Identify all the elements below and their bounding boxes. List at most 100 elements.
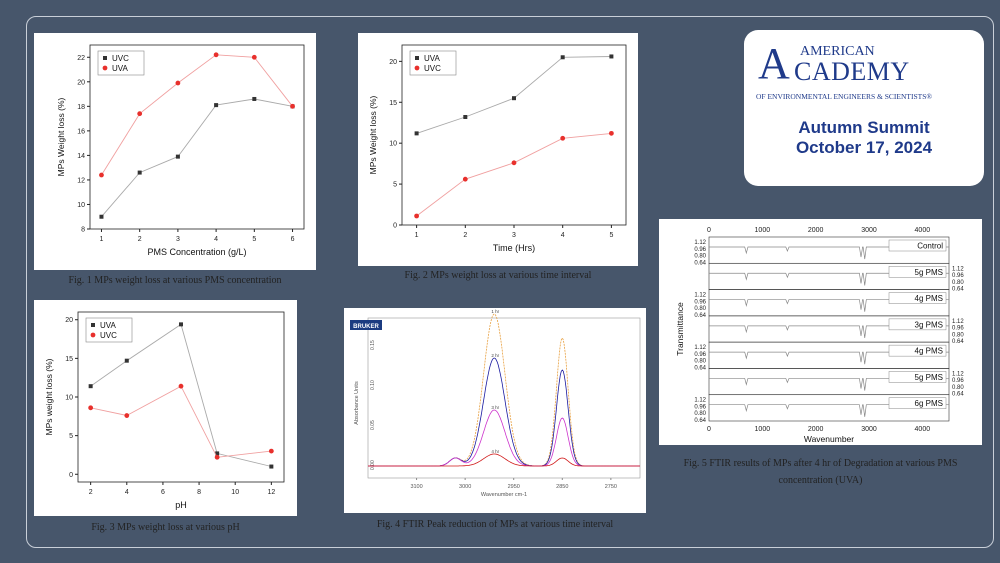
fig1-ytick-label: 20 [77,79,85,86]
fig5-legend-label: 3g PMS [915,320,943,329]
fig4-series-2 [368,409,640,467]
fig5-ytick-label: 1.12 [694,345,706,351]
fig5-ytick-label: 0.64 [952,392,964,398]
fig1-legend-box [97,50,145,76]
fig5-spectrum-4 [709,351,949,365]
slide-frame [26,16,994,548]
fig1-point-uva [213,52,219,58]
fig1-xtick-label: 4 [214,236,218,243]
fig2-chart: 1 2 3 4 5 0 5 10 15 20 Time (Hrs) MPs Weight loss (… [368,44,627,253]
fig4-peak-label: 4 hr [491,449,499,454]
fig3-point-uva [179,322,183,327]
fig5-legend-label: 4g PMS [915,347,943,356]
fig2-point-uva [512,96,516,101]
fig4-ytick-label: 0.15 [370,340,376,350]
fig5-subplot-frame [708,394,950,422]
fig2-ytick-label: 20 [389,59,397,66]
fig4-ytick-label: 0.00 [370,460,376,470]
fig2-point-uvc [462,176,468,182]
fig5-bottom-xtick-label: 2000 [808,426,824,433]
fig2-xtick-label: 3 [512,232,516,239]
fig3-point-uvc [88,405,94,411]
fig4-peak-label: 2 hr [491,353,499,358]
fig5-bottom-xtick-label: 3000 [861,426,877,433]
fig2-legend-box [409,50,457,76]
fig5-ytick-label: 1.12 [952,319,964,325]
fig4-xtick-label: 2850 [556,484,568,490]
fig5-ylabel: Transmittance [675,302,685,356]
fig1-series-line-uvc [101,98,293,217]
fig3-legend-marker [91,323,95,327]
fig4-chart: BRUKER 3100 3000 2950 2850 2750 0.00 0.05 0.10 0.… [350,309,641,498]
fig5-ytick-label: 1.12 [694,398,706,404]
fig1-caption: Fig. 1 MPs weight loss at various PMS co… [68,275,282,286]
fig5-ytick-label: 1.12 [952,371,964,377]
fig5-bottom-xtick-label: 1000 [755,426,771,433]
fig4-series-1 [368,357,640,467]
fig4-plot-frame [367,317,641,479]
fig1-point-uva [175,80,181,86]
fig1-xlabel: PMS Concentration (g/L) [147,247,246,257]
fig1-ylabel: MPs Weight loss (%) [56,97,66,176]
fig3-point-uvc [178,383,184,389]
fig2-legend-marker [414,65,420,71]
fig5-ytick-label: 0.96 [694,247,706,253]
logo-line-american: AMERICAN [800,44,875,59]
fig1-legend-marker [103,56,107,60]
fig5-bottom-xtick-label: 0 [707,426,711,433]
fig5-spectrum-1 [709,272,949,286]
fig2-legend-label: UVA [424,54,441,63]
fig5-ytick-label: 0.64 [952,339,964,345]
fig5-ytick-label: 0.80 [694,411,706,417]
fig1-legend-marker [102,65,108,71]
fig5-ytick-label: 0.96 [694,404,706,410]
fig5-ytick-label: 0.80 [694,254,706,260]
fig1-legend-label: UVA [112,64,129,73]
fig3-ytick-label: 0 [69,472,73,479]
bruker-logo-text: BRUKER [353,324,379,330]
fig5-legend-box [888,239,947,252]
fig3-series-line-uvc [90,385,272,458]
fig2-xtick-label: 4 [561,232,565,239]
fig3-point-uvc [268,448,274,454]
fig5-top-xtick-label: 4000 [915,227,931,234]
fig2-point-uva [609,54,614,59]
fig3-xlabel: pH [175,500,187,510]
fig3-ytick-label: 20 [65,317,73,324]
fig2-ytick-label: 15 [389,100,397,107]
fig5-chart: 0 0 1000 1000 2000 2000 3000 3000 4000 4000 Wavenu… [675,227,964,444]
bruker-logo-icon [350,320,382,330]
fig3-panel: 2 4 6 8 10 12 0 5 10 15 20 pH MPs weight loss (%) UVA… [34,300,297,516]
fig5-ytick-label: 0.80 [952,385,964,391]
fig3-point-uvc [214,454,220,460]
fig1-xtick-label: 2 [138,236,142,243]
fig1-point-uvc [99,214,104,219]
fig5-top-xtick-label: 3000 [861,227,877,234]
fig2-legend-label: UVC [424,64,441,73]
fig5-legend-label: Control [917,242,943,251]
fig2-caption: Fig. 2 MPs weight loss at various time i… [404,270,592,281]
fig3-ytick-label: 15 [65,356,73,363]
fig4-ylabel: Absorbance Units [354,381,360,425]
fig5-ytick-label: 0.64 [952,287,964,293]
fig3-point-uvc [124,413,130,418]
fig2-legend-marker [415,56,419,60]
fig5-spectrum-2 [709,299,949,312]
fig2-series-line-uvc [416,132,612,217]
fig3-ytick-label: 10 [65,395,73,402]
fig3-xtick-label: 10 [231,489,239,496]
fig2-ytick-label: 10 [389,141,397,148]
fig1-point-uvc [214,103,219,108]
fig1-point-uva [251,54,257,60]
fig5-panel: 0 0 1000 1000 2000 2000 3000 3000 4000 4000 Wavenu… [659,219,982,445]
fig5-ytick-label: 1.12 [694,240,706,246]
fig1-ytick-label: 14 [77,153,85,160]
fig1-point-uva [99,172,104,178]
fig5-bottom-xtick-label: 4000 [915,426,931,433]
fig2-point-uva [560,55,565,60]
fig4-ytick-label: 0.05 [370,420,376,430]
fig1-ytick-label: 10 [77,202,85,209]
fig2-xlabel: Time (Hrs) [493,243,535,253]
fig2-point-uvc [414,213,420,219]
